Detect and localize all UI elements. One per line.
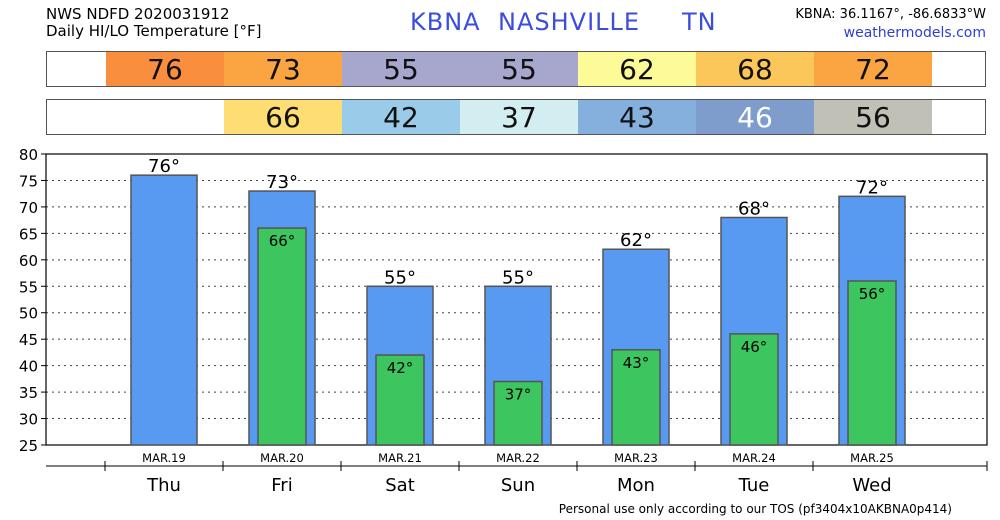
high-temp-label: 76°: [148, 156, 180, 177]
high-temp-cell: 76: [106, 52, 224, 86]
high-temp-label: 68°: [738, 198, 770, 219]
high-temp-cell: 73: [224, 52, 342, 86]
station-id: KBNA: [410, 8, 481, 36]
high-temp-cell: 72: [814, 52, 932, 86]
y-tick-label: 30: [19, 411, 38, 429]
low-temp-bar: [375, 354, 425, 446]
y-tick-label: 25: [19, 437, 38, 455]
high-temp-cell: 55: [460, 52, 578, 86]
high-temp-label: 62°: [620, 230, 652, 251]
y-tick-label: 80: [19, 146, 38, 164]
date-label: MAR.23: [614, 451, 658, 465]
low-temperature-row: 66 42 37 43 46 56: [46, 99, 986, 135]
y-tick-label: 75: [19, 172, 38, 190]
day-label: Fri: [271, 475, 292, 496]
y-tick-label: 40: [19, 358, 38, 376]
low-temp-cell: 43: [578, 100, 696, 134]
low-temp-bar: [611, 349, 661, 446]
low-temp-bar: [257, 227, 307, 446]
low-temp-cell: 56: [814, 100, 932, 134]
day-label: Mon: [617, 475, 655, 496]
date-label: MAR.21: [378, 451, 422, 465]
high-temp-label: 55°: [384, 267, 416, 288]
chart-subtitle: Daily HI/LO Temperature [°F]: [46, 22, 262, 40]
low-temp-cell: 66: [224, 100, 342, 134]
date-label: MAR.25: [850, 451, 894, 465]
high-temp-label: 55°: [502, 267, 534, 288]
low-temp-bar: [847, 280, 897, 446]
date-label: MAR.24: [732, 451, 776, 465]
low-temp-label: 46°: [741, 338, 768, 356]
high-temperature-row: 76 73 55 55 62 68 72: [46, 51, 986, 87]
low-temp-label: 56°: [859, 285, 886, 303]
station-coordinates: KBNA: 36.1167°, -86.6833°W: [795, 7, 986, 22]
high-temp-label: 72°: [856, 177, 888, 198]
low-temp-bar: [493, 380, 543, 446]
high-temp-cell: 55: [342, 52, 460, 86]
day-label: Sat: [385, 475, 415, 496]
high-temp-label: 73°: [266, 172, 298, 193]
day-label: Tue: [738, 475, 770, 496]
product-title: NWS NDFD 2020031912: [46, 5, 230, 23]
website-link[interactable]: weathermodels.com: [843, 25, 986, 41]
low-temp-cell: 46: [696, 100, 814, 134]
low-temp-label: 42°: [387, 359, 414, 377]
high-temp-cell: 68: [696, 52, 814, 86]
y-tick-label: 60: [19, 252, 38, 270]
low-temp-label: 66°: [269, 232, 296, 250]
date-label: MAR.19: [142, 451, 186, 465]
high-temp-cell: 62: [578, 52, 696, 86]
low-temp-cell: 42: [342, 100, 460, 134]
day-label: Wed: [852, 475, 891, 496]
y-tick-label: 45: [19, 331, 38, 349]
y-tick-label: 65: [19, 225, 38, 243]
day-label: Sun: [501, 475, 535, 496]
day-label: Thu: [146, 475, 181, 496]
high-temp-bar: [130, 174, 198, 446]
low-temp-cell: 37: [460, 100, 578, 134]
station-state: TN: [682, 8, 717, 36]
date-label: MAR.20: [260, 451, 304, 465]
date-label: MAR.22: [496, 451, 540, 465]
y-tick-label: 55: [19, 278, 38, 296]
terms-of-service-note: Personal use only according to our TOS (…: [558, 502, 952, 516]
low-temp-bar: [729, 333, 779, 446]
y-tick-label: 70: [19, 199, 38, 217]
y-tick-label: 35: [19, 384, 38, 402]
station-name: NASHVILLE: [498, 8, 641, 36]
y-tick-label: 50: [19, 305, 38, 323]
low-temp-label: 37°: [505, 386, 532, 404]
low-temp-label: 43°: [623, 354, 650, 372]
